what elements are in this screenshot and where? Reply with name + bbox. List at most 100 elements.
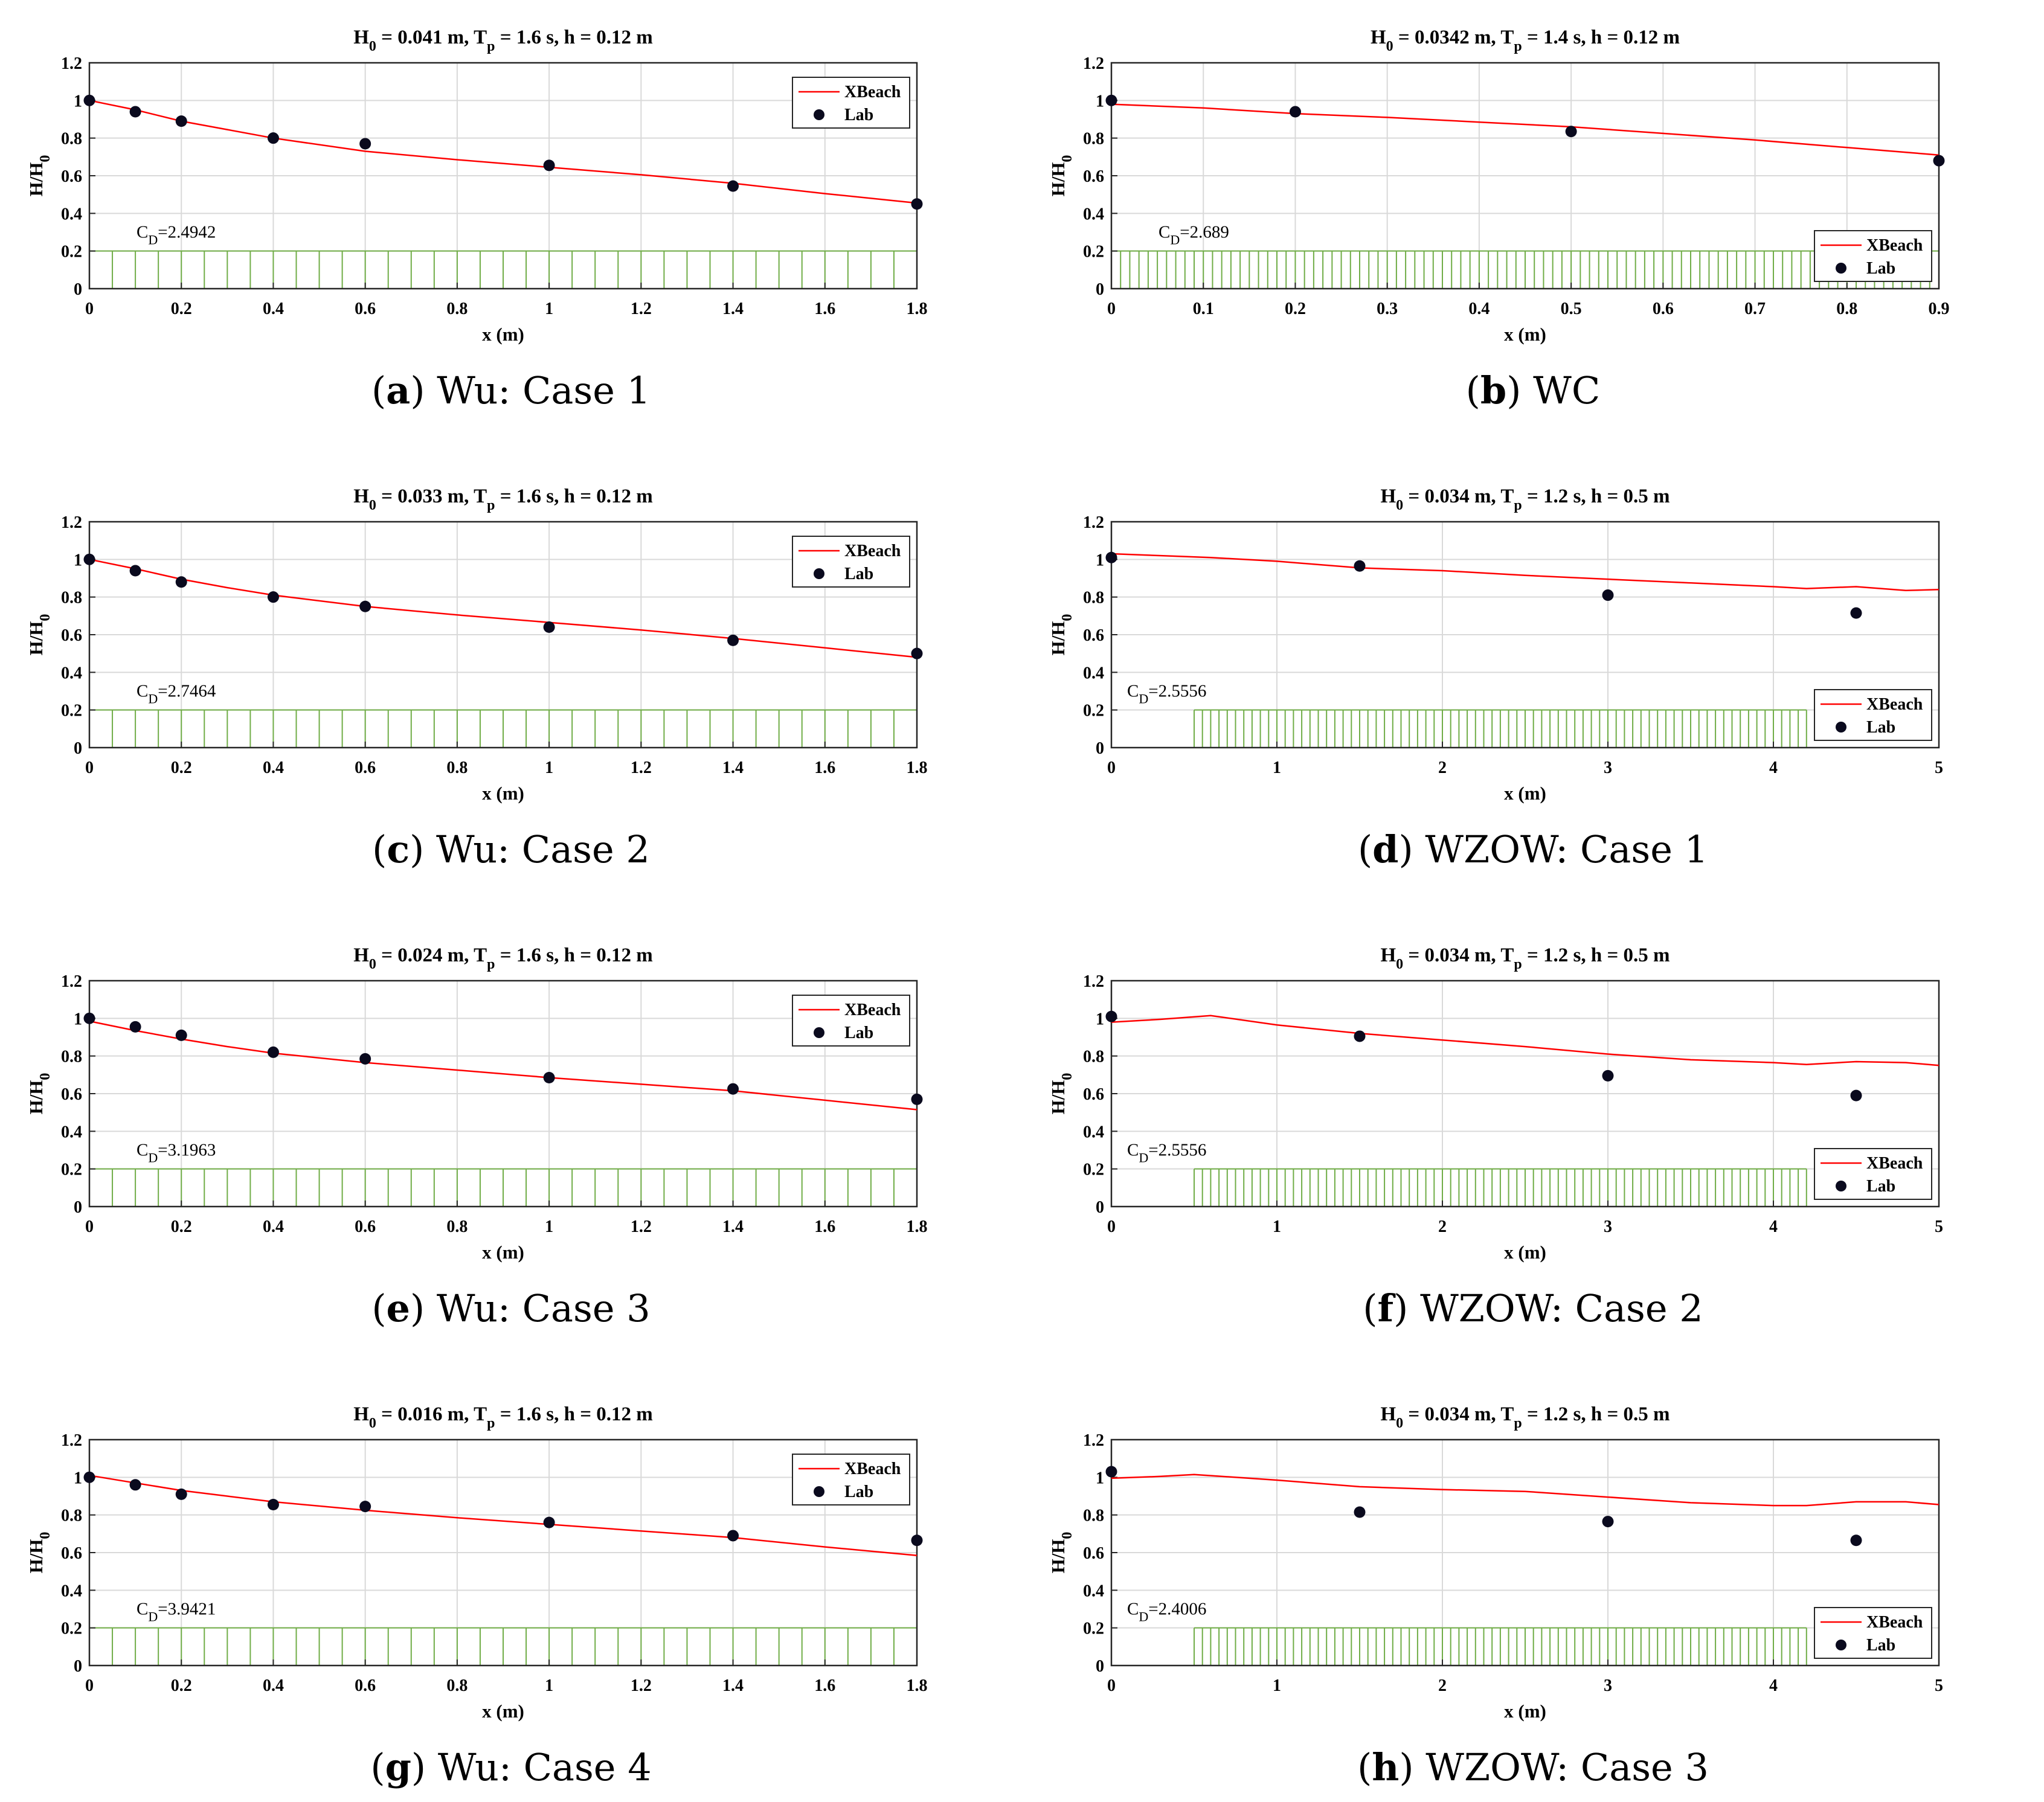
y-tick-label: 0.4 <box>61 664 82 682</box>
chart-panel-d: 0 1 2 3 4 5 0 0.2 0.4 0.6 0.8 1 1.2 H0 = 0.034 m, Tp … <box>1047 486 1943 804</box>
legend-dot-swatch <box>1836 1640 1846 1650</box>
legend-box <box>1814 689 1932 741</box>
lab-data-point <box>175 1488 187 1500</box>
y-tick-label: 0.8 <box>1083 130 1104 149</box>
y-tick-label: 0 <box>1096 1198 1104 1217</box>
x-tick-label: 3 <box>1604 1217 1612 1236</box>
y-tick-label: 1.2 <box>61 972 82 991</box>
lab-data-point <box>911 1534 923 1547</box>
lab-data-point <box>129 1479 141 1491</box>
lab-data-point <box>359 1501 371 1513</box>
y-tick-label: 0.8 <box>61 1048 82 1066</box>
y-tick-label: 0.4 <box>1083 664 1104 682</box>
chart-title: H0 = 0.034 m, Tp = 1.2 s, h = 0.5 m <box>1380 486 1670 513</box>
y-tick-label: 0 <box>74 280 82 299</box>
legend-label-lab: Lab <box>1866 1177 1895 1196</box>
x-tick-label: 0.6 <box>355 1217 376 1236</box>
x-tick-label: 4 <box>1769 1217 1778 1236</box>
y-tick-label: 1.2 <box>1083 54 1104 73</box>
subfigure-caption: (d) WZOW: Case 1 <box>1022 827 2044 871</box>
chart-panel-c: 0 0.2 0.4 0.6 0.8 1 1.2 1.4 1.6 1.8 0 0.2 0.4 0.6 0.8 1… <box>25 486 928 804</box>
subfigure-letter: (h) <box>1357 1745 1414 1789</box>
x-tick-label: 3 <box>1604 758 1612 777</box>
x-tick-label: 1.2 <box>631 1676 652 1695</box>
y-tick-label: 0 <box>1096 1657 1104 1676</box>
legend-dot-swatch <box>814 568 824 579</box>
x-axis-label: x (m) <box>482 1242 524 1263</box>
drag-coefficient-annotation: CD=2.5556 <box>1127 1141 1206 1166</box>
chart-panel-h: 0 1 2 3 4 5 0 0.2 0.4 0.6 0.8 1 1.2 H0 = 0.034 m, Tp … <box>1047 1403 1943 1722</box>
chart-title: H0 = 0.034 m, Tp = 1.2 s, h = 0.5 m <box>1380 944 1670 972</box>
legend-dot-swatch <box>1836 1181 1846 1191</box>
xbeach-series-line <box>89 1474 918 1556</box>
y-tick-label: 1 <box>1096 1469 1104 1487</box>
chart-panel-b: 0 0.1 0.2 0.3 0.4 0.5 0.6 0.7 0.8 0.9 0 0.2 0.4 0.6 0.… <box>1047 27 1950 345</box>
y-tick-label: 0.8 <box>61 1507 82 1525</box>
x-tick-label: 0 <box>85 1676 94 1695</box>
x-tick-label: 0.4 <box>263 1676 284 1695</box>
x-axis-label: x (m) <box>1504 1242 1546 1263</box>
drag-coefficient-annotation: CD=2.5556 <box>1127 682 1206 707</box>
y-tick-label: 1.2 <box>1083 513 1104 532</box>
legend-label-lab: Lab <box>1866 1636 1895 1655</box>
legend-box <box>1814 1607 1932 1659</box>
legend-dot-swatch <box>814 1027 824 1038</box>
lab-data-point <box>1105 551 1117 563</box>
x-tick-label: 1 <box>1273 1217 1281 1236</box>
x-tick-label: 0.3 <box>1377 300 1398 318</box>
y-tick-label: 0.4 <box>61 205 82 223</box>
subfigure-letter: (d) <box>1357 827 1413 871</box>
x-tick-label: 1 <box>545 300 553 318</box>
x-tick-label: 0.2 <box>171 1217 192 1236</box>
legend-label-xbeach: XBeach <box>844 1001 901 1019</box>
y-tick-label: 1.2 <box>1083 972 1104 991</box>
lab-data-point <box>267 591 279 603</box>
y-tick-label: 0.6 <box>61 1085 82 1104</box>
legend-label-lab: Lab <box>844 106 873 124</box>
x-tick-label: 0.4 <box>1468 300 1490 318</box>
y-tick-label: 0.6 <box>1083 1544 1104 1563</box>
y-tick-label: 0.6 <box>1083 626 1104 645</box>
subfigure-caption-text: WZOW: Case 1 <box>1413 827 1709 871</box>
x-tick-label: 0 <box>1107 300 1116 318</box>
legend-dot-swatch <box>1836 263 1846 274</box>
x-tick-label: 1.6 <box>814 758 835 777</box>
y-tick-label: 0.8 <box>1083 1048 1104 1066</box>
y-tick-label: 0.4 <box>1083 205 1104 223</box>
x-tick-label: 0.4 <box>263 300 284 318</box>
x-tick-label: 5 <box>1935 758 1943 777</box>
legend-label-xbeach: XBeach <box>1866 695 1923 714</box>
x-tick-label: 0.6 <box>355 300 376 318</box>
legend-label-lab: Lab <box>844 565 873 583</box>
subfigure-letter: (g) <box>370 1745 426 1789</box>
y-tick-label: 0.2 <box>1083 243 1104 261</box>
lab-data-point <box>83 1471 95 1483</box>
lab-data-point <box>1105 1466 1117 1478</box>
lab-data-point <box>83 553 95 565</box>
lab-data-point <box>911 1093 923 1105</box>
x-tick-label: 0.2 <box>171 1676 192 1695</box>
y-tick-label: 1 <box>74 1469 82 1487</box>
x-tick-label: 0.6 <box>355 758 376 777</box>
lab-data-point <box>543 1072 555 1084</box>
y-tick-label: 1 <box>74 551 82 569</box>
x-tick-label: 1.2 <box>631 300 652 318</box>
x-tick-label: 0.8 <box>1836 300 1857 318</box>
x-tick-label: 2 <box>1438 1676 1447 1695</box>
x-tick-label: 1 <box>545 1676 553 1695</box>
subfigure-caption-text: WZOW: Case 3 <box>1413 1745 1709 1789</box>
lab-data-point <box>359 600 371 612</box>
legend-label-xbeach: XBeach <box>1866 1154 1923 1173</box>
y-tick-label: 0.2 <box>61 1620 82 1638</box>
subfigure-caption-text: Wu: Case 3 <box>425 1286 651 1330</box>
x-axis-label: x (m) <box>482 783 524 804</box>
lab-data-point <box>543 159 555 172</box>
legend-label-xbeach: XBeach <box>844 83 901 101</box>
legend-box <box>792 536 910 588</box>
x-tick-label: 1.8 <box>907 1217 928 1236</box>
y-tick-label: 1 <box>1096 1010 1104 1028</box>
x-tick-label: 0.4 <box>263 758 284 777</box>
chart-panel-f: 0 1 2 3 4 5 0 0.2 0.4 0.6 0.8 1 1.2 H0 = 0.034 m, Tp … <box>1047 944 1943 1263</box>
x-tick-label: 0.2 <box>171 758 192 777</box>
lab-data-point <box>1602 589 1614 601</box>
